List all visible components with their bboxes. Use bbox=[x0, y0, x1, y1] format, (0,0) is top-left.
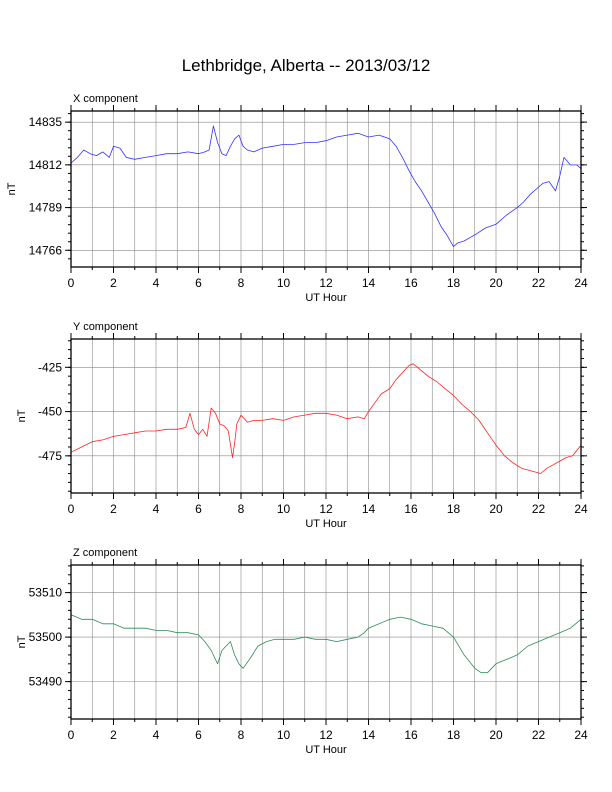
y-tick-label: 53500 bbox=[29, 630, 63, 644]
x-tick-label: 20 bbox=[489, 502, 503, 516]
x-tick-label: 4 bbox=[153, 502, 160, 516]
y-tick-label: 53510 bbox=[29, 586, 63, 600]
panel-x: 0 2 4 6 8 10 12 14 16 18 20 22 241476614789148121483… bbox=[6, 93, 588, 304]
x-tick-label: 10 bbox=[277, 276, 291, 290]
x-tick-label: 12 bbox=[319, 728, 333, 742]
x-tick-label: 14 bbox=[362, 276, 376, 290]
component-label-y: Y component bbox=[73, 321, 138, 333]
x-tick-label: 0 bbox=[68, 728, 75, 742]
y-axis-label: nT bbox=[6, 182, 18, 195]
y-tick-label: 53490 bbox=[29, 675, 63, 689]
x-tick-label: 8 bbox=[238, 502, 245, 516]
x-tick-label: 22 bbox=[532, 276, 546, 290]
x-tick-label: 12 bbox=[319, 502, 333, 516]
plot-frame bbox=[70, 110, 582, 268]
plot-frame bbox=[70, 338, 582, 494]
x-tick-label: 6 bbox=[195, 502, 202, 516]
component-label-z: Z component bbox=[73, 547, 137, 559]
y-tick-label: 14789 bbox=[29, 201, 63, 215]
x-axis-label: UT Hour bbox=[305, 292, 347, 304]
x-tick-label: 8 bbox=[238, 276, 245, 290]
x-axis-label: UT Hour bbox=[305, 518, 347, 530]
x-tick-label: 2 bbox=[110, 502, 117, 516]
x-tick-label: 0 bbox=[68, 502, 75, 516]
y-tick-label: -450 bbox=[38, 405, 62, 419]
x-tick-label: 16 bbox=[404, 502, 418, 516]
series-line-z bbox=[70, 614, 582, 674]
x-tick-label: 24 bbox=[574, 502, 588, 516]
x-tick-label: 6 bbox=[195, 276, 202, 290]
chart-title: Lethbridge, Alberta -- 2013/03/12 bbox=[181, 56, 431, 75]
x-tick-label: 18 bbox=[447, 502, 461, 516]
x-tick-label: 24 bbox=[574, 728, 588, 742]
component-label-x: X component bbox=[73, 93, 138, 105]
y-tick-label: 14835 bbox=[29, 115, 63, 129]
x-tick-label: 18 bbox=[447, 728, 461, 742]
y-tick-label: -425 bbox=[38, 360, 62, 374]
x-tick-label: 14 bbox=[362, 502, 376, 516]
y-axis-label: nT bbox=[16, 409, 28, 422]
y-axis-label: nT bbox=[16, 635, 28, 648]
x-tick-label: 22 bbox=[532, 728, 546, 742]
x-tick-label: 18 bbox=[447, 276, 461, 290]
x-tick-label: 20 bbox=[489, 276, 503, 290]
y-tick-label: 14766 bbox=[29, 243, 63, 257]
y-tick-label: 14812 bbox=[29, 158, 63, 172]
x-tick-label: 10 bbox=[277, 728, 291, 742]
y-tick-label: -475 bbox=[38, 449, 62, 463]
x-tick-label: 20 bbox=[489, 728, 503, 742]
x-tick-label: 16 bbox=[404, 728, 418, 742]
x-tick-label: 6 bbox=[195, 728, 202, 742]
x-tick-label: 14 bbox=[362, 728, 376, 742]
series-line-x bbox=[70, 125, 582, 247]
x-tick-label: 4 bbox=[153, 728, 160, 742]
x-tick-label: 24 bbox=[574, 276, 588, 290]
x-tick-label: 10 bbox=[277, 502, 291, 516]
plot-frame bbox=[70, 564, 582, 720]
x-axis-label: UT Hour bbox=[305, 744, 347, 756]
x-tick-label: 16 bbox=[404, 276, 418, 290]
x-tick-label: 8 bbox=[238, 728, 245, 742]
x-tick-label: 4 bbox=[153, 276, 160, 290]
x-tick-label: 0 bbox=[68, 276, 75, 290]
series-line-y bbox=[70, 363, 582, 474]
x-tick-label: 22 bbox=[532, 502, 546, 516]
x-tick-label: 12 bbox=[319, 276, 333, 290]
x-tick-label: 2 bbox=[110, 276, 117, 290]
x-tick-label: 2 bbox=[110, 728, 117, 742]
